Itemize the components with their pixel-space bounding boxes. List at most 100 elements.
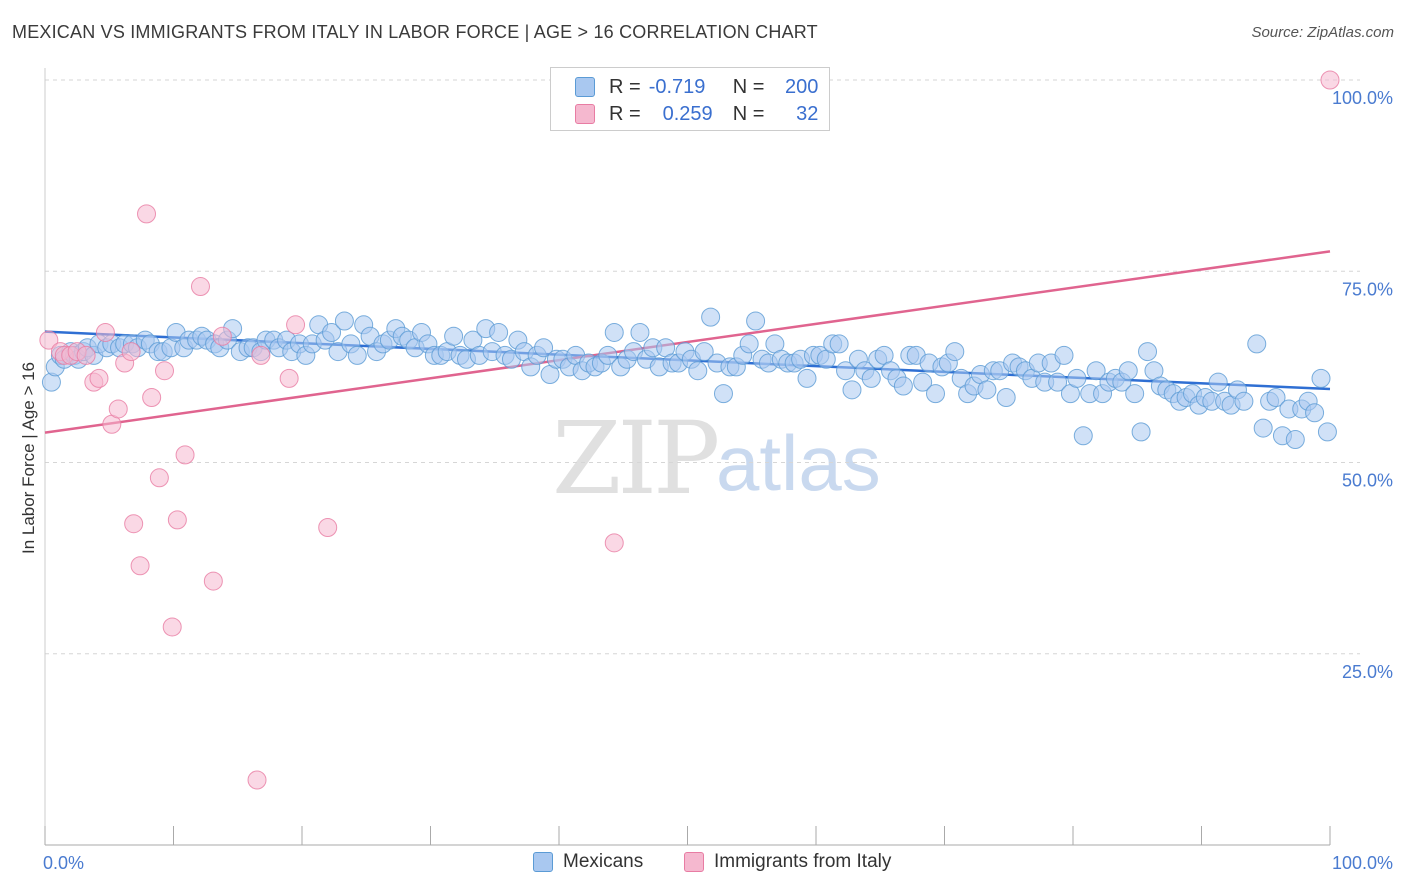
italy-point xyxy=(247,770,267,790)
legend-r-value: -0.719 xyxy=(648,75,706,98)
legend-n-value: 200 xyxy=(785,75,819,98)
mexicans-point xyxy=(489,322,509,342)
x-tick-label: 0.0% xyxy=(43,853,84,873)
mexicans-point xyxy=(926,384,946,404)
italy-point xyxy=(76,345,96,365)
mexicans-point xyxy=(1317,422,1337,442)
x-tick-label: 100.0% xyxy=(1332,853,1393,873)
italy-point xyxy=(203,571,223,591)
mexicans-point xyxy=(1266,387,1286,407)
mexicans-point xyxy=(746,311,766,331)
y-tick-label: 75.0% xyxy=(1342,279,1393,299)
legend-row-italy: R = 0.259 N = 32 xyxy=(575,101,818,127)
mexicans-point xyxy=(347,345,367,365)
mexicans-point xyxy=(1234,391,1254,411)
italy-point xyxy=(137,204,157,224)
legend-n-label: N = xyxy=(732,102,765,125)
mexicans-point xyxy=(739,334,759,354)
legend-row-mexicans: R = -0.719 N = 200 xyxy=(575,74,818,100)
mexicans-point xyxy=(1067,368,1087,388)
mexicans-point xyxy=(1131,422,1151,442)
mexicans-point xyxy=(861,368,881,388)
legend-swatch-blue xyxy=(575,77,595,97)
legend-swatch-pink xyxy=(684,852,704,872)
mexicans-point xyxy=(1054,345,1074,365)
italy-point xyxy=(155,361,175,381)
tick-labels: 25.0% 50.0% 75.0% 100.0% 0.0% 100.0% xyxy=(43,88,1393,873)
mexicans-point xyxy=(444,326,464,346)
mexicans-point xyxy=(829,334,849,354)
legend-label-italy: Immigrants from Italy xyxy=(714,851,892,872)
mexicans-point xyxy=(1073,426,1093,446)
mexicans-point xyxy=(1305,403,1325,423)
italy-point xyxy=(286,315,306,335)
italy-point xyxy=(142,387,162,407)
y-tick-label: 25.0% xyxy=(1342,662,1393,682)
mexicans-point xyxy=(1253,418,1273,438)
mexicans-point xyxy=(977,380,997,400)
italy-point xyxy=(162,617,182,637)
legend-r-value: 0.259 xyxy=(662,102,713,125)
mexicans-point xyxy=(694,342,714,362)
legend-item-mexicans: Mexicans xyxy=(533,851,643,873)
italy-point xyxy=(279,368,299,388)
italy-point xyxy=(190,277,210,297)
mexicans-point xyxy=(1208,372,1228,392)
italy-point xyxy=(108,399,128,419)
y-tick-label: 100.0% xyxy=(1332,88,1393,108)
italy-point xyxy=(212,326,232,346)
mexicans-point xyxy=(1285,430,1305,450)
mexicans-point xyxy=(604,322,624,342)
mexicans-point xyxy=(334,311,354,331)
italy-point xyxy=(124,514,144,534)
legend-swatch-blue xyxy=(533,852,553,872)
y-axis-label: In Labor Force | Age > 16 xyxy=(19,362,38,554)
legend-r-label: R = xyxy=(609,102,641,125)
chart-title: MEXICAN VS IMMIGRANTS FROM ITALY IN LABO… xyxy=(12,22,818,42)
trend-lines xyxy=(44,250,1331,434)
italy-trend-line xyxy=(44,250,1331,434)
italy-point xyxy=(604,533,624,553)
correlation-legend: R = -0.719 N = 200 R = 0.259 N = 32 xyxy=(550,67,830,131)
mexicans-point xyxy=(1086,361,1106,381)
legend-item-italy: Immigrants from Italy xyxy=(684,851,891,873)
mexicans-point xyxy=(688,361,708,381)
mexicans-point xyxy=(797,368,817,388)
legend-n-value: 32 xyxy=(796,102,819,125)
italy-point xyxy=(130,556,150,576)
legend-n-label: N = xyxy=(732,75,765,98)
mexicans-point xyxy=(893,376,913,396)
axes xyxy=(44,68,1331,846)
mexicans-point xyxy=(1118,361,1138,381)
data-points xyxy=(39,70,1340,790)
mexicans-point xyxy=(1247,334,1267,354)
italy-point xyxy=(89,368,109,388)
mexicans-point xyxy=(1125,384,1145,404)
mexicans-point xyxy=(913,372,933,392)
italy-point xyxy=(167,510,187,530)
mexicans-point xyxy=(534,338,554,358)
mexicans-point xyxy=(842,380,862,400)
mexicans-point xyxy=(630,322,650,342)
mexicans-point xyxy=(322,322,342,342)
mexicans-point xyxy=(1311,368,1331,388)
mexicans-point xyxy=(945,342,965,362)
italy-point xyxy=(175,445,195,465)
legend-swatch-pink xyxy=(575,104,595,124)
watermark-zip: ZIP xyxy=(552,400,720,517)
italy-point xyxy=(1320,70,1340,90)
mexicans-point xyxy=(1138,342,1158,362)
source-label: Source: ZipAtlas.com xyxy=(1251,24,1394,41)
mexicans-point xyxy=(598,345,618,365)
series-legend: Mexicans Immigrants from Italy xyxy=(0,851,1406,879)
legend-r-label: R = xyxy=(609,75,641,98)
legend-label-mexicans: Mexicans xyxy=(563,851,644,872)
mexicans-point xyxy=(713,384,733,404)
italy-point xyxy=(251,345,271,365)
y-tick-label: 50.0% xyxy=(1342,471,1393,491)
mexicans-point xyxy=(836,361,856,381)
italy-point xyxy=(318,518,338,538)
italy-point xyxy=(121,342,141,362)
mexicans-point xyxy=(701,307,721,327)
